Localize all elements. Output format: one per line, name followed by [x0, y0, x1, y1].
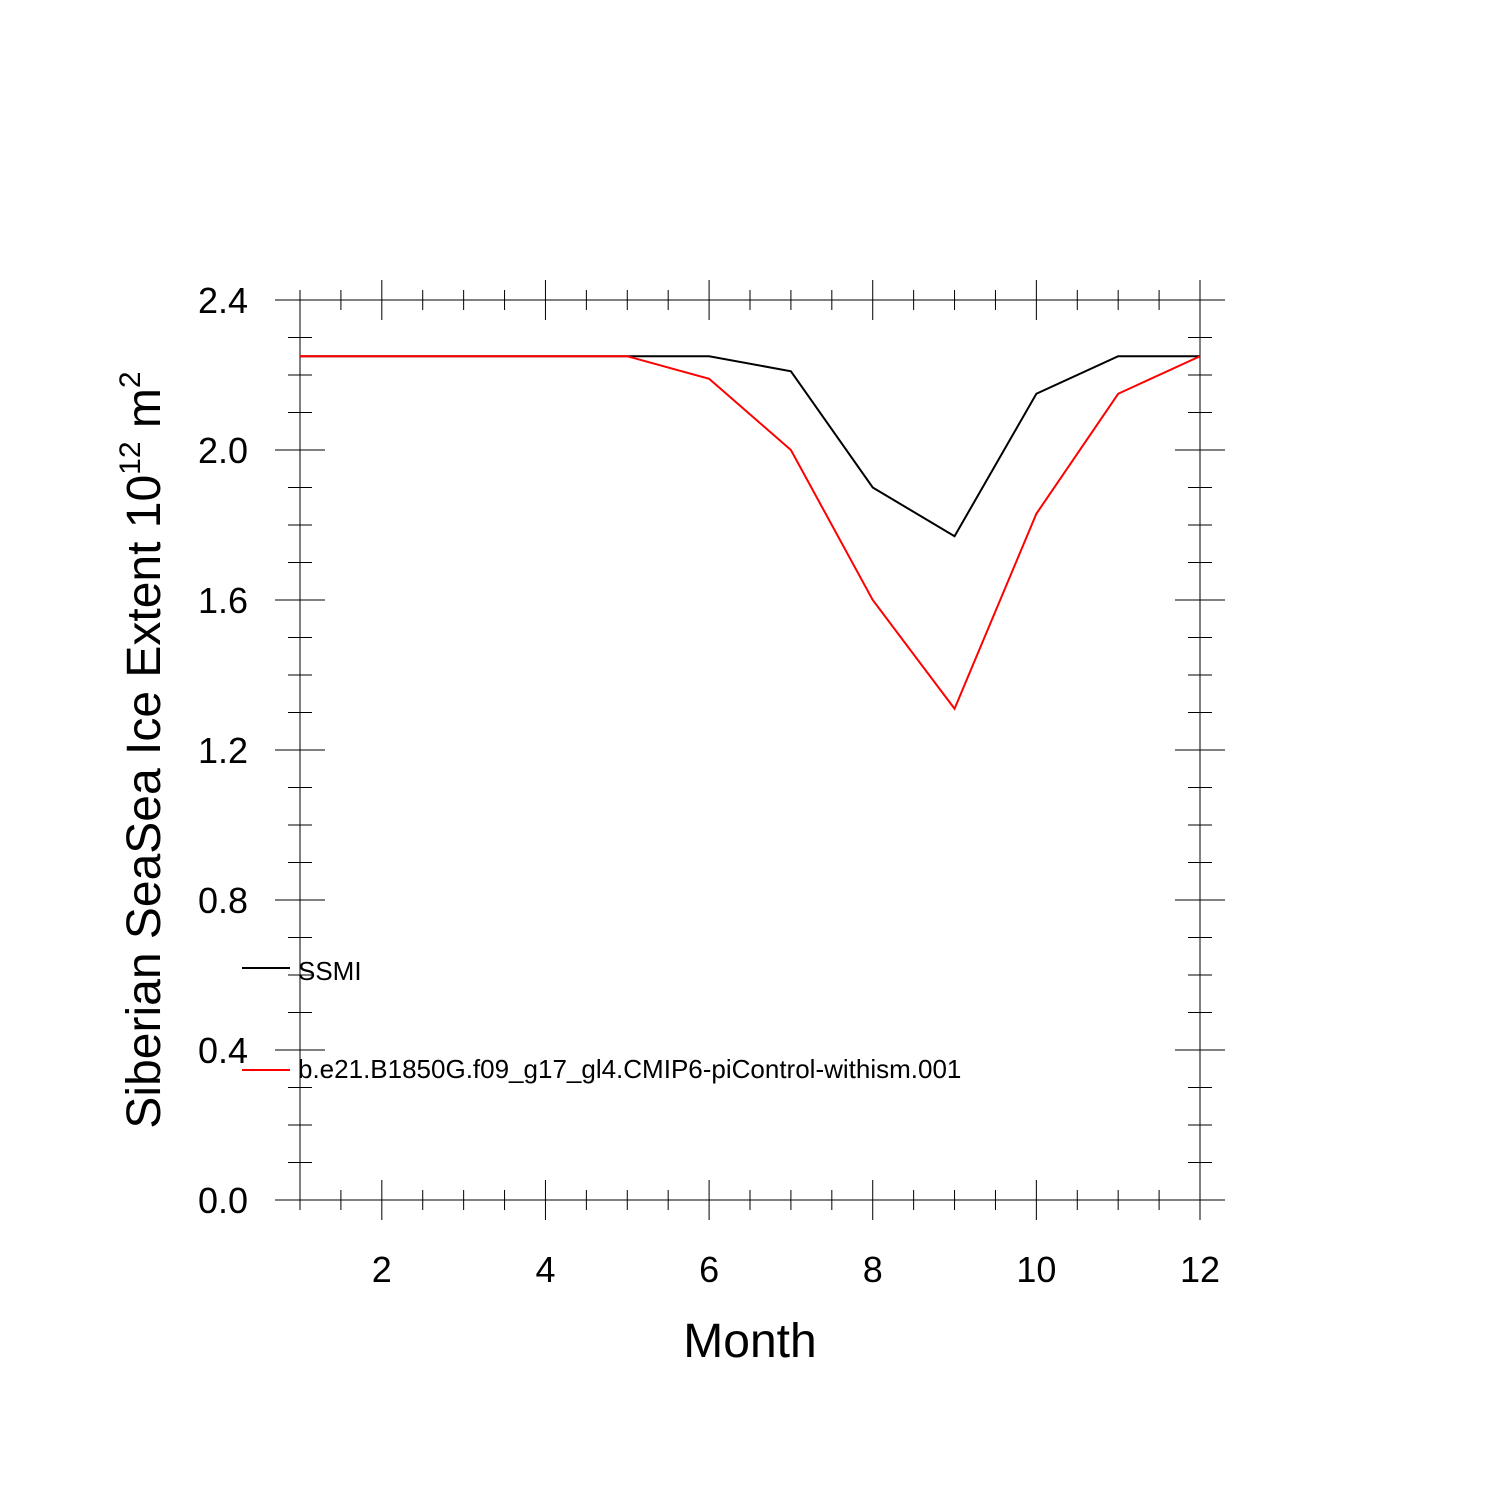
legend: SSMI b.e21.B1850G.f09_g17_gl4.CMIP6-piCo…: [242, 956, 961, 1084]
y-axis-label-exponent-2: 2: [114, 371, 147, 388]
y-axis-label-prefix: Siberian SeaSea Ice Extent 10: [118, 475, 171, 1129]
series-line-model: [300, 355, 1201, 711]
y-tick-label: 0.0: [198, 1180, 248, 1221]
y-tick-label: 0.8: [198, 880, 248, 921]
x-tick-label: 10: [1016, 1249, 1056, 1290]
y-tick-label: 1.6: [198, 580, 248, 621]
legend-label-model: b.e21.B1850G.f09_g17_gl4.CMIP6-piControl…: [298, 1054, 961, 1084]
x-tick-label: 8: [863, 1249, 883, 1290]
y-axis-label-unit: m: [118, 388, 171, 441]
y-tick-labels: 0.0 0.4 0.8 1.2 1.6 2.0 2.4: [198, 280, 248, 1221]
x-tick-label: 6: [699, 1249, 719, 1290]
series-layer: [300, 355, 1201, 711]
x-tick-labels: 2 4 6 8 10 12: [372, 1249, 1220, 1290]
y-tick-label: 2.4: [198, 280, 248, 321]
plot-frame: [299, 299, 1201, 1201]
legend-label-ssmi: SSMI: [298, 956, 362, 986]
y-tick-label: 2.0: [198, 430, 248, 471]
x-axis-label: Month: [683, 1315, 816, 1368]
y-tick-label: 0.4: [198, 1030, 248, 1071]
y-axis-label-exponent-1: 12: [114, 441, 147, 474]
series-line-ssmi: [300, 355, 1200, 538]
y-axis-label: Siberian SeaSea Ice Extent 1012 m2: [114, 371, 171, 1128]
y-tick-label: 1.2: [198, 730, 248, 771]
x-tick-label: 2: [372, 1249, 392, 1290]
x-tick-label: 4: [535, 1249, 555, 1290]
x-tick-label: 12: [1180, 1249, 1220, 1290]
